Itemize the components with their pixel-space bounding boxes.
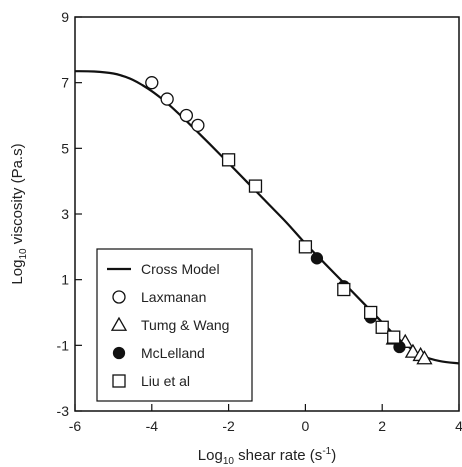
tumg-wang-point xyxy=(416,350,433,365)
y-tick-label: 7 xyxy=(61,75,69,91)
laxmanan-point xyxy=(145,76,159,90)
y-tick-label: 1 xyxy=(61,272,69,288)
y-axis-label: Log10 viscosity (Pa.s) xyxy=(9,143,29,284)
x-axis-label: Log10 shear rate (s-1) xyxy=(198,446,336,467)
legend-label: Cross Model xyxy=(141,261,220,277)
y-tick-label: -1 xyxy=(57,337,70,353)
liu-et-al-point xyxy=(387,330,401,344)
legend-marker-swatch xyxy=(112,346,126,360)
x-tick-label: -6 xyxy=(69,418,82,434)
liu-et-al-point xyxy=(375,320,389,334)
liu-et-al-point xyxy=(298,240,313,254)
y-tick-label: 5 xyxy=(61,140,69,156)
y-tick-label: 3 xyxy=(61,206,69,222)
liu-et-al-point xyxy=(221,153,236,167)
tumg-wang-point xyxy=(404,343,422,358)
markers xyxy=(145,76,433,365)
liu-et-al-point xyxy=(248,179,263,193)
x-tick-label: -2 xyxy=(222,418,235,434)
plot-frame xyxy=(74,16,460,412)
x-tick-label: 0 xyxy=(302,418,310,434)
laxmanan-point xyxy=(179,108,194,123)
y-tick-label: 9 xyxy=(61,9,69,25)
legend: Cross Model Laxmanan Tumg & Wang McLelland L… xyxy=(96,248,253,402)
legend-label: McLelland xyxy=(141,345,205,361)
legend-label: Liu et al xyxy=(141,373,190,389)
x-tick-label: -4 xyxy=(146,418,159,434)
legend-marker-swatch xyxy=(112,290,126,304)
legend-marker-swatch xyxy=(112,374,126,388)
y-tick-label: -3 xyxy=(57,403,70,419)
legend-label: Laxmanan xyxy=(141,289,206,305)
legend-marker-swatch xyxy=(110,316,128,331)
liu-et-al-point xyxy=(364,305,378,320)
legend-label: Tumg & Wang xyxy=(141,317,229,333)
x-tick-label: 4 xyxy=(455,418,462,434)
mclelland-point xyxy=(310,252,324,265)
x-tick-label: 2 xyxy=(378,418,386,434)
laxmanan-point xyxy=(191,118,205,132)
laxmanan-point xyxy=(160,92,174,106)
liu-et-al-point xyxy=(337,282,351,297)
